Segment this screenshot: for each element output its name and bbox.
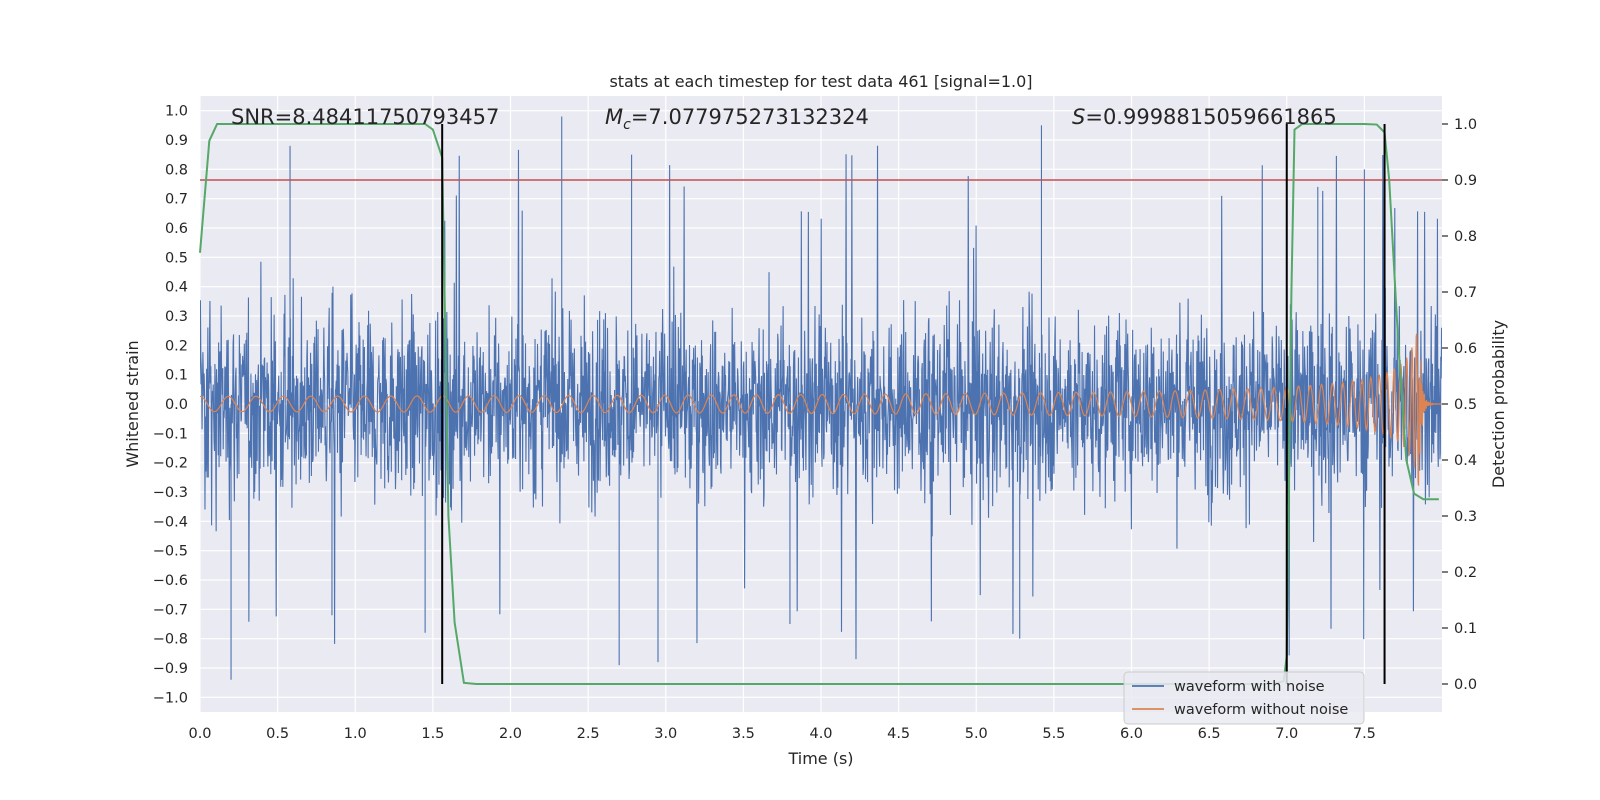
y-tick-label: 1.0 xyxy=(165,104,188,120)
y-tick-label: 0.8 xyxy=(165,162,188,178)
axes-ticks: 0.0 0.5 1.0 1.5 2.0 2.5 3.0 3.5 4.0 4.5 5.0 5.5 6.0 6… xyxy=(153,104,1477,742)
chirp-layer xyxy=(200,333,1442,486)
x-tick-label: 3.5 xyxy=(732,726,755,742)
x-tick-label: 0.0 xyxy=(188,726,211,742)
x-tick-label: 2.5 xyxy=(577,726,600,742)
x-tick-label: 2.0 xyxy=(499,726,522,742)
mc-subscript: c xyxy=(623,117,631,133)
y-tick-label: −0.1 xyxy=(153,426,188,442)
y-tick-label: −0.3 xyxy=(153,485,188,501)
x-tick-label: 7.5 xyxy=(1353,726,1376,742)
score-annotation: S=0.9998815059661865 xyxy=(1072,105,1337,129)
mc-value: =7.077975273132324 xyxy=(631,105,869,129)
y-tick-label: 0.2 xyxy=(165,338,188,354)
y-axis-label: Whitened strain xyxy=(123,340,142,467)
y-tick-label: 0.6 xyxy=(165,221,188,237)
y-tick-label: −0.8 xyxy=(153,632,188,648)
legend-label-noise: waveform with noise xyxy=(1174,679,1325,695)
mc-symbol: M xyxy=(605,105,623,129)
x-tick-label: 0.5 xyxy=(266,726,289,742)
chirp-mass-annotation: Mc=7.077975273132324 xyxy=(605,105,869,133)
y-tick-label: −0.7 xyxy=(153,602,188,618)
vline-layer xyxy=(441,124,1386,684)
y-right-tick-label: 0.9 xyxy=(1454,173,1477,189)
y-tick-label: 0.7 xyxy=(165,192,188,208)
y-right-tick-label: 0.5 xyxy=(1454,397,1477,413)
y-right-tick-label: 0.3 xyxy=(1454,509,1477,525)
y-right-tick-label: 0.6 xyxy=(1454,341,1477,357)
x-tick-label: 6.5 xyxy=(1198,726,1221,742)
noise-layer xyxy=(200,116,1442,680)
y-axis-right-label: Detection probability xyxy=(1489,320,1508,488)
snr-annotation: SNR=8.48411750793457 xyxy=(231,105,499,129)
x-tick-label: 5.0 xyxy=(965,726,988,742)
y-right-tick-label: 0.7 xyxy=(1454,285,1477,301)
x-tick-label: 4.5 xyxy=(887,726,910,742)
y-tick-label: −1.0 xyxy=(153,690,188,706)
y-right-tick-label: 0.4 xyxy=(1454,453,1477,469)
series-waveform-with-noise xyxy=(200,116,1442,680)
y-tick-label: 0.1 xyxy=(165,368,188,384)
y-right-tick-label: 0.1 xyxy=(1454,621,1477,637)
x-tick-label: 5.5 xyxy=(1042,726,1065,742)
chart-title: stats at each timestep for test data 461… xyxy=(609,72,1032,91)
x-tick-label: 7.0 xyxy=(1275,726,1298,742)
x-tick-label: 1.5 xyxy=(421,726,444,742)
y-tick-label: 0.0 xyxy=(165,397,188,413)
y-tick-label: −0.5 xyxy=(153,544,188,560)
y-tick-label: 0.3 xyxy=(165,309,188,325)
y-tick-label: −0.4 xyxy=(153,514,188,530)
y-right-tick-label: 0.8 xyxy=(1454,229,1477,245)
y-tick-label: −0.9 xyxy=(153,661,188,677)
x-tick-label: 3.0 xyxy=(654,726,677,742)
y-tick-label: −0.6 xyxy=(153,573,188,589)
x-tick-label: 6.0 xyxy=(1120,726,1143,742)
y-right-tick-label: 0.0 xyxy=(1454,677,1477,693)
series-waveform-without-noise xyxy=(200,333,1442,486)
s-symbol: S xyxy=(1072,105,1085,129)
y-tick-label: −0.2 xyxy=(153,456,188,472)
legend-label-clean: waveform without noise xyxy=(1174,702,1348,718)
y-tick-label: 0.5 xyxy=(165,250,188,266)
y-tick-label: 0.9 xyxy=(165,133,188,149)
s-value: =0.9998815059661865 xyxy=(1085,105,1336,129)
legend: waveform with noise waveform without noi… xyxy=(1123,671,1365,725)
legend-box xyxy=(1123,671,1365,725)
y-right-tick-label: 1.0 xyxy=(1454,117,1477,133)
y-right-tick-label: 0.2 xyxy=(1454,565,1477,581)
x-tick-label: 1.0 xyxy=(344,726,367,742)
x-tick-label: 4.0 xyxy=(809,726,832,742)
x-axis-label: Time (s) xyxy=(787,749,853,768)
y-tick-label: 0.4 xyxy=(165,280,188,296)
